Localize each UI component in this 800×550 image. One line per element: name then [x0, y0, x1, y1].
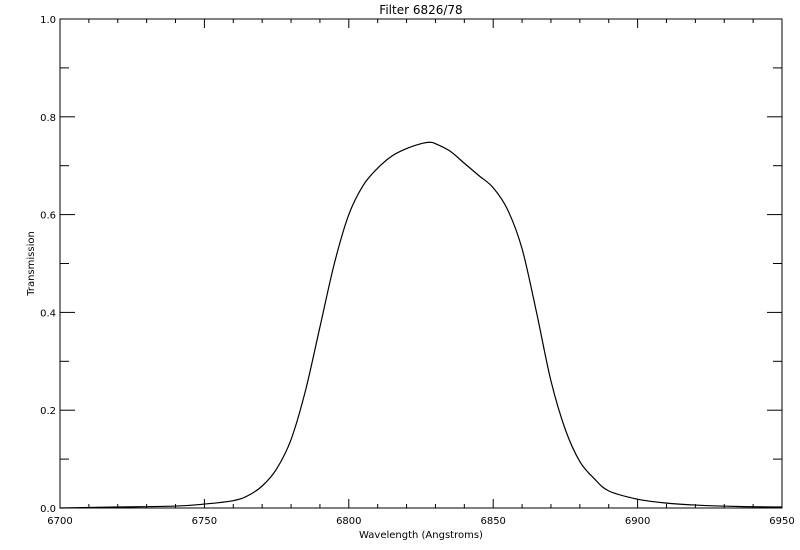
x-axis-label: Wavelength (Angstroms): [359, 530, 483, 541]
y-tick-label: 0.2: [40, 406, 56, 417]
chart-title: Filter 6826/78: [379, 3, 462, 17]
y-tick-label: 0.8: [40, 113, 56, 124]
x-tick-label: 6850: [480, 516, 505, 527]
x-tick-label: 6900: [625, 516, 650, 527]
plot-frame: [59, 18, 783, 509]
axis-tick-labels: 6700 6750 6800 6850 6900 6950 0.0 0.2 0.4 0.6 0.8 1…: [40, 15, 795, 527]
y-tick-label: 1.0: [40, 15, 56, 26]
axis-ticks: [59, 18, 783, 509]
y-axis-label: Transmission: [26, 231, 37, 297]
x-tick-label: 6950: [769, 516, 794, 527]
y-tick-label: 0.6: [40, 211, 56, 222]
x-tick-label: 6800: [336, 516, 361, 527]
transmission-curve: [59, 141, 783, 509]
y-tick-label: 0.4: [40, 308, 56, 319]
y-tick-label: 0.0: [40, 504, 56, 515]
x-tick-label: 6700: [47, 516, 72, 527]
x-tick-label: 6750: [192, 516, 217, 527]
